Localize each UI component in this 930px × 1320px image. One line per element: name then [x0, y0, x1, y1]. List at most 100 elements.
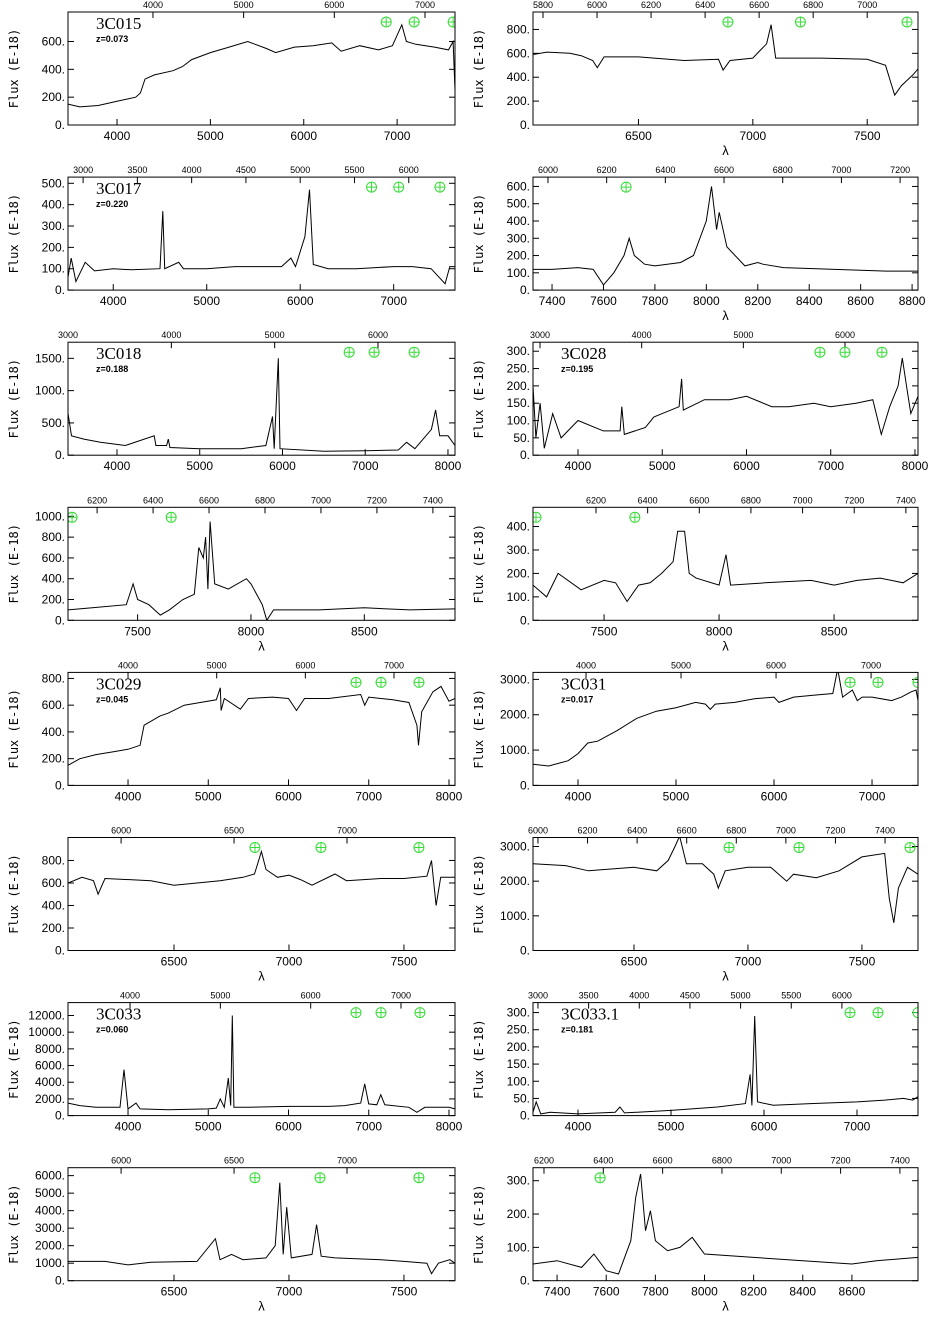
y-tick-label: 500.	[42, 176, 65, 190]
x-tick-label: 8600	[839, 1285, 866, 1299]
y-tick-label: 50.	[513, 431, 530, 445]
telluric-marker	[876, 346, 888, 358]
y-tick-label: 500.	[42, 416, 65, 430]
x-tick-label: 8000	[691, 1285, 718, 1299]
x2-tick-label: 6800	[726, 826, 746, 836]
spectrum-line	[533, 186, 918, 286]
x2-tick-label: 6800	[773, 165, 793, 175]
y-tick-label: 400.	[507, 214, 530, 228]
plot-frame	[532, 1167, 919, 1282]
x-tick-label: 8400	[789, 1285, 816, 1299]
x2-tick-label: 7000	[391, 991, 411, 1001]
x-tick-label: 8000	[706, 624, 733, 638]
spectrum-line	[68, 849, 455, 906]
y-tick-label: 400.	[42, 572, 65, 586]
telluric-marker	[68, 511, 78, 523]
x2-tick-label: 4000	[120, 991, 140, 1001]
x2-tick-label: 5000	[265, 330, 285, 340]
x2-tick-label: 7200	[831, 1156, 851, 1166]
x2-tick-label: 6400	[638, 495, 658, 505]
x-tick-label: 8000	[435, 459, 462, 473]
y-tick-label: 250.	[507, 362, 530, 376]
telluric-marker	[366, 181, 378, 193]
x-tick-label: 7000	[352, 459, 379, 473]
panel: 0. 500. 1000. 1500. 4000 5000 6000 7000 8000 3000…	[7, 330, 462, 473]
y-tick-label: 800.	[42, 853, 65, 867]
y-tick-label: 10000.	[28, 1025, 65, 1039]
y-tick-label: 4000.	[35, 1204, 65, 1218]
y-tick-label: 0.	[520, 448, 530, 462]
panel: 0. 1000. 2000. 3000. 6500 7000 7500 6000 6200 640…	[472, 826, 919, 984]
x-tick-label: 7000	[380, 294, 407, 308]
y-tick-label: 1000.	[35, 384, 65, 398]
y-tick-label: 400.	[42, 898, 65, 912]
plot-frame	[532, 837, 919, 951]
x-tick-label: 4000	[565, 459, 592, 473]
x-tick-label: 6000	[751, 1120, 778, 1134]
x-tick-label: 7000	[859, 789, 886, 803]
x2-tick-label: 5000	[207, 660, 227, 670]
telluric-marker	[315, 842, 327, 853]
x2-tick-label: 6000	[324, 0, 344, 10]
telluric-marker	[447, 16, 455, 28]
telluric-marker	[872, 1007, 884, 1019]
panel: 0. 100. 200. 300. 400. 500. 600. 7400 7600 7800 80…	[472, 165, 926, 323]
x-tick-label: 7000	[355, 1120, 382, 1134]
telluric-marker	[413, 1172, 425, 1184]
x-tick-label: 5000	[186, 459, 213, 473]
x-tick-label: 5000	[663, 789, 690, 803]
x2-tick-label: 6600	[199, 495, 219, 505]
x2-tick-label: 7000	[857, 0, 877, 10]
x2-tick-label: 4000	[182, 165, 202, 175]
x2-tick-label: 6000	[399, 165, 419, 175]
panel: 0. 50. 100. 150. 200. 250. 300. 4000 5000 6000 700…	[472, 991, 919, 1134]
x-tick-label: 7000	[735, 955, 762, 969]
x2-tick-label: 4000	[629, 991, 649, 1001]
telluric-marker	[533, 511, 542, 523]
y-axis-label: Flux (E-18)	[7, 1184, 21, 1263]
x-tick-label: 6000	[287, 294, 314, 308]
redshift-label: z=0.060	[96, 1025, 128, 1035]
x2-tick-label: 5000	[733, 330, 753, 340]
panel: 0. 100. 200. 300. 400. 500. 4000 5000 6000 7000 30…	[7, 165, 456, 308]
plot-frame	[532, 11, 919, 126]
x2-tick-label: 6800	[712, 1156, 732, 1166]
y-tick-label: 8000.	[35, 1042, 65, 1056]
x-tick-label: 7000	[384, 129, 411, 143]
x2-tick-label: 6500	[224, 1156, 244, 1166]
panel-title: 3C031	[561, 674, 606, 693]
telluric-marker	[814, 346, 826, 358]
x-tick-label: 6000	[733, 459, 760, 473]
x2-tick-label: 4000	[143, 0, 163, 10]
y-tick-label: 0.	[55, 1274, 65, 1288]
y-tick-label: 100.	[507, 1240, 530, 1254]
y-tick-label: 0.	[520, 778, 530, 792]
x-tick-label: 8000	[693, 294, 720, 308]
y-tick-label: 0.	[520, 1109, 530, 1123]
x2-tick-label: 4500	[680, 991, 700, 1001]
telluric-marker	[620, 181, 632, 193]
y-tick-label: 0.	[55, 1109, 65, 1123]
y-tick-label: 200.	[42, 90, 65, 104]
y-tick-label: 2000.	[35, 1092, 65, 1106]
spectrum-line	[68, 685, 455, 766]
y-tick-label: 1000.	[500, 909, 530, 923]
telluric-marker	[594, 1172, 606, 1184]
telluric-marker	[249, 842, 261, 853]
x2-tick-label: 6800	[255, 495, 275, 505]
y-tick-label: 600.	[507, 179, 530, 193]
x-tick-label: 8000	[238, 624, 265, 638]
x-tick-label: 7000	[276, 955, 303, 969]
x2-tick-label: 4000	[632, 330, 652, 340]
y-axis-label: Flux (E-18)	[7, 689, 21, 768]
telluric-marker	[904, 842, 916, 853]
y-tick-label: 0.	[55, 944, 65, 958]
plot-frame	[67, 341, 456, 456]
x-tick-label: 7000	[276, 1285, 303, 1299]
telluric-marker	[912, 676, 918, 688]
y-tick-label: 200.	[42, 752, 65, 766]
x2-tick-label: 7000	[776, 826, 796, 836]
x2-tick-label: 6000	[835, 330, 855, 340]
panel-title: 3C029	[96, 674, 141, 693]
x2-tick-label: 3500	[579, 991, 599, 1001]
